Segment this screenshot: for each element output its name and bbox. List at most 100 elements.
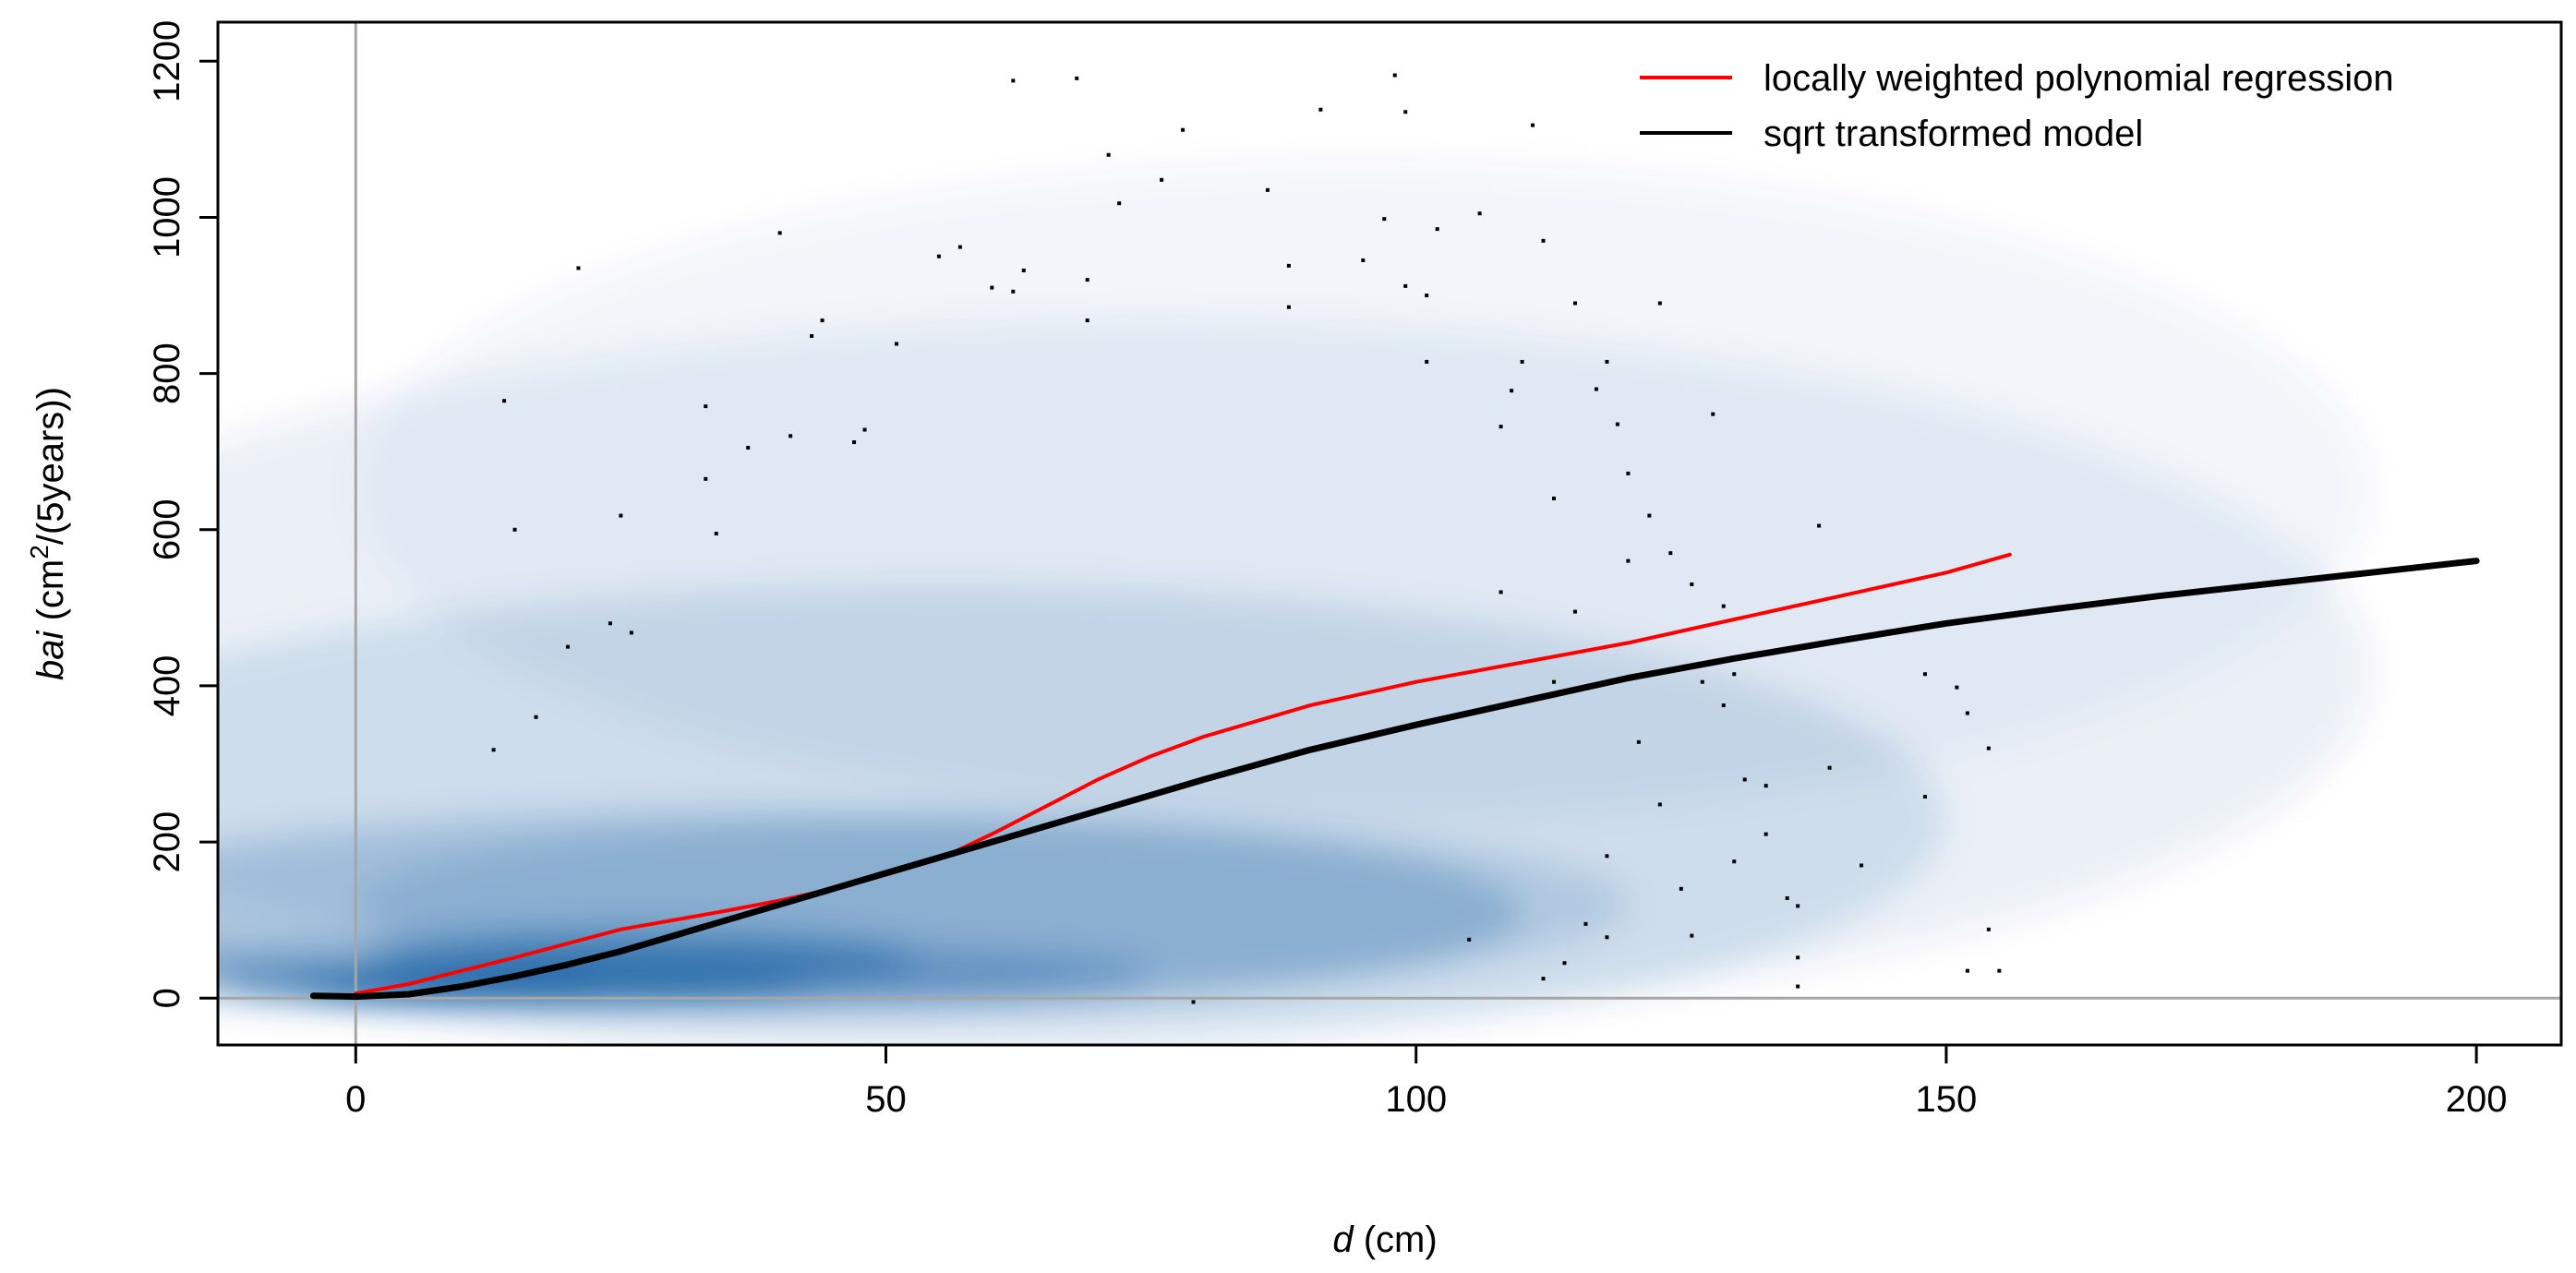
outlier-point bbox=[1785, 895, 1789, 900]
outlier-point bbox=[1668, 551, 1673, 556]
reference-lines bbox=[218, 22, 2561, 1045]
outlier-point bbox=[1085, 318, 1089, 323]
outlier-point bbox=[1605, 854, 1609, 859]
outlier-point bbox=[1615, 422, 1619, 426]
legend-label-loess: locally weighted polynomial regression bbox=[1763, 58, 2394, 99]
outlier-point bbox=[1796, 904, 1800, 908]
outlier-point bbox=[1922, 795, 1927, 799]
outlier-point bbox=[788, 434, 793, 438]
outlier-point bbox=[1955, 685, 1959, 690]
outlier-point bbox=[1732, 859, 1737, 864]
x-tick-label: 50 bbox=[865, 1079, 907, 1120]
outlier-point bbox=[1541, 977, 1546, 981]
outlier-point bbox=[820, 318, 825, 323]
outlier-point bbox=[1106, 152, 1111, 157]
outlier-points bbox=[491, 73, 2002, 1004]
outlier-point bbox=[1318, 107, 1323, 112]
outlier-point bbox=[576, 266, 581, 270]
outlier-point bbox=[1647, 513, 1652, 518]
x-tick-label: 150 bbox=[1916, 1079, 1978, 1120]
outlier-point bbox=[714, 532, 718, 535]
outlier-point bbox=[1085, 278, 1089, 282]
x-axis-title: d (cm) bbox=[1332, 1219, 1437, 1260]
outlier-point bbox=[1541, 238, 1546, 243]
outlier-point bbox=[1011, 289, 1016, 294]
outlier-point bbox=[1827, 765, 1832, 770]
outlier-point bbox=[1594, 387, 1598, 391]
outlier-point bbox=[1286, 263, 1291, 268]
density-blob bbox=[355, 162, 2371, 819]
outlier-point bbox=[1986, 746, 1991, 751]
outlier-point bbox=[619, 513, 623, 518]
axes: 0 50 100 150 200 0 200 400 600 800 1000 1200 bbox=[147, 20, 2508, 1120]
outlier-point bbox=[1690, 933, 1694, 938]
outlier-point bbox=[1286, 305, 1291, 309]
outlier-point bbox=[1605, 935, 1609, 940]
outlier-point bbox=[1626, 471, 1631, 475]
outlier-point bbox=[565, 644, 570, 649]
outlier-point bbox=[1997, 968, 2002, 973]
outlier-point bbox=[746, 445, 751, 450]
density-blob bbox=[355, 818, 1629, 991]
y-tick-label: 600 bbox=[147, 498, 187, 560]
outlier-point bbox=[1796, 984, 1800, 989]
outlier-point bbox=[1860, 863, 1864, 868]
outlier-point bbox=[1361, 258, 1366, 262]
y-tick-label: 200 bbox=[147, 811, 187, 873]
outlier-point bbox=[1531, 123, 1535, 127]
outlier-point bbox=[1191, 1000, 1196, 1004]
outlier-point bbox=[1403, 110, 1408, 114]
outlier-point bbox=[1679, 886, 1683, 891]
outlier-point bbox=[1467, 937, 1472, 942]
outlier-point bbox=[1721, 703, 1726, 708]
outlier-point bbox=[1520, 359, 1524, 364]
outlier-point bbox=[1021, 268, 1026, 272]
y-tick-label: 1000 bbox=[147, 176, 187, 258]
outlier-point bbox=[502, 399, 507, 403]
outlier-point bbox=[1690, 582, 1694, 586]
outlier-point bbox=[491, 748, 496, 752]
density-shading bbox=[218, 162, 2371, 1045]
outlier-point bbox=[1477, 211, 1482, 216]
outlier-point bbox=[1425, 294, 1429, 298]
outlier-point bbox=[1499, 590, 1503, 594]
outlier-point bbox=[1763, 784, 1768, 788]
outlier-point bbox=[1965, 711, 1969, 715]
outlier-point bbox=[1732, 672, 1737, 677]
outlier-point bbox=[1160, 177, 1164, 182]
outlier-point bbox=[1763, 832, 1768, 836]
outlier-point bbox=[957, 245, 962, 249]
regression-lines bbox=[309, 552, 2480, 1001]
outlier-point bbox=[1711, 412, 1715, 416]
y-tick-label: 800 bbox=[147, 342, 187, 404]
outlier-point bbox=[1510, 389, 1514, 393]
outlier-point bbox=[1657, 802, 1662, 807]
outlier-point bbox=[1742, 777, 1747, 782]
outlier-point bbox=[1075, 76, 1079, 80]
y-tick-label: 0 bbox=[147, 988, 187, 1008]
x-tick-label: 200 bbox=[2446, 1079, 2508, 1120]
outlier-point bbox=[1572, 301, 1577, 306]
plot-frame bbox=[216, 20, 2563, 1047]
y-axis-title: bai (cm2/(5years)) bbox=[25, 387, 71, 680]
outlier-point bbox=[1552, 496, 1557, 500]
outlier-point bbox=[1721, 604, 1726, 608]
outlier-point bbox=[1403, 283, 1408, 288]
outlier-point bbox=[1425, 359, 1429, 364]
outlier-point bbox=[1552, 679, 1557, 684]
y-tick-label: 400 bbox=[147, 655, 187, 717]
outlier-point bbox=[1965, 968, 1969, 973]
outlier-point bbox=[512, 527, 517, 532]
outlier-point bbox=[777, 231, 782, 235]
outlier-point bbox=[608, 621, 612, 626]
legend: locally weighted polynomial regression s… bbox=[1640, 58, 2394, 154]
sqrt-model-line bbox=[309, 558, 2480, 1001]
outlier-point bbox=[1562, 961, 1567, 966]
outlier-point bbox=[629, 630, 633, 635]
outlier-point bbox=[1796, 955, 1800, 960]
outlier-point bbox=[894, 342, 898, 346]
outlier-point bbox=[1499, 425, 1503, 429]
outlier-point bbox=[1626, 558, 1631, 563]
x-tick-label: 0 bbox=[345, 1079, 366, 1120]
